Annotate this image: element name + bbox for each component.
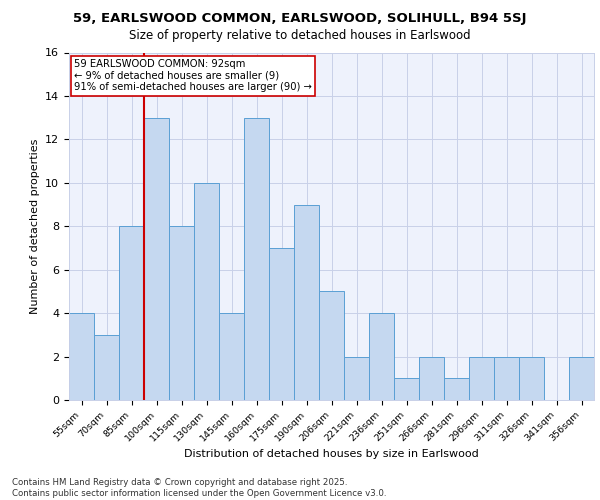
Bar (69, 313, 94, 400)
Bar (494, 356, 519, 400)
Bar (94, 335, 119, 400)
Bar (444, 378, 469, 400)
Y-axis label: Number of detached properties: Number of detached properties (29, 138, 40, 314)
Bar (369, 313, 394, 400)
Bar (244, 118, 269, 400)
Bar (419, 356, 444, 400)
Bar (269, 248, 294, 400)
Text: 59 EARLSWOOD COMMON: 92sqm
← 9% of detached houses are smaller (9)
91% of semi-d: 59 EARLSWOOD COMMON: 92sqm ← 9% of detac… (74, 59, 312, 92)
Text: Contains HM Land Registry data © Crown copyright and database right 2025.
Contai: Contains HM Land Registry data © Crown c… (12, 478, 386, 498)
Bar (119, 226, 144, 400)
Bar (344, 356, 369, 400)
Bar (319, 292, 344, 400)
Text: Size of property relative to detached houses in Earlswood: Size of property relative to detached ho… (129, 29, 471, 42)
Text: 59, EARLSWOOD COMMON, EARLSWOOD, SOLIHULL, B94 5SJ: 59, EARLSWOOD COMMON, EARLSWOOD, SOLIHUL… (73, 12, 527, 25)
Bar (194, 183, 219, 400)
Bar (519, 356, 544, 400)
Bar (569, 356, 594, 400)
Bar (294, 204, 319, 400)
Bar (469, 356, 494, 400)
Bar (169, 226, 194, 400)
X-axis label: Distribution of detached houses by size in Earlswood: Distribution of detached houses by size … (184, 449, 479, 459)
Bar (219, 313, 244, 400)
Bar (144, 118, 169, 400)
Bar (394, 378, 419, 400)
